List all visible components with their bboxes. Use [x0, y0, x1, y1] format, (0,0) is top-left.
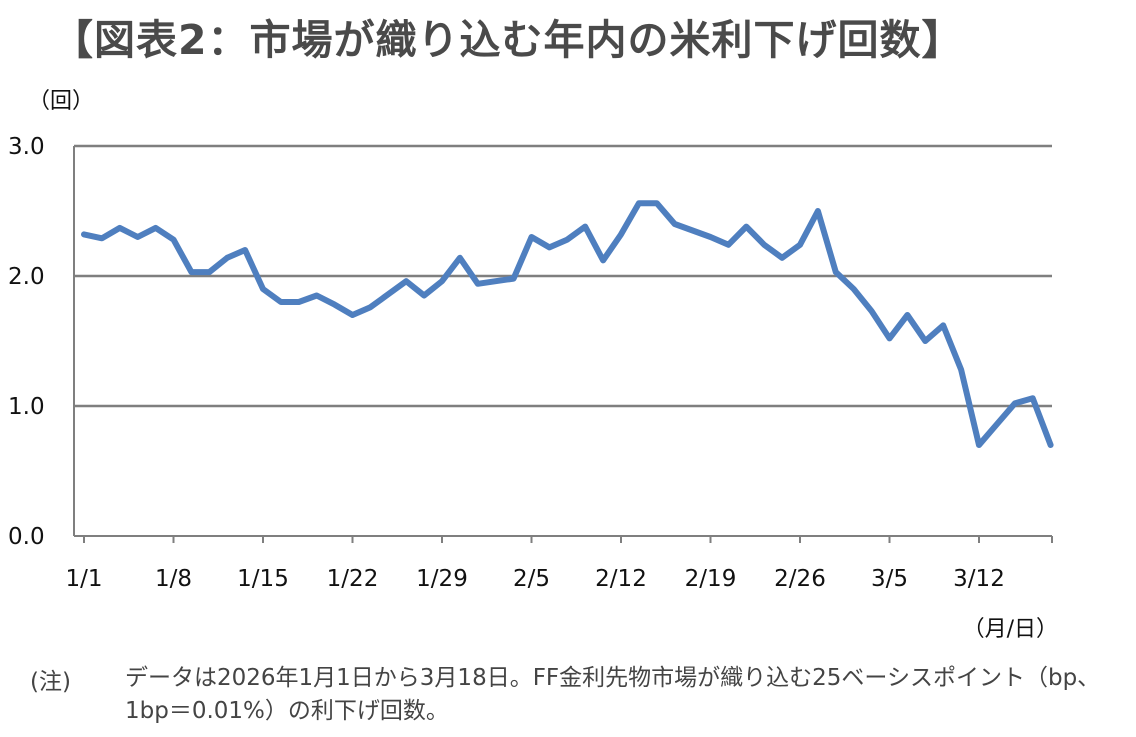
x-tick-label: 1/8 — [155, 566, 192, 592]
y-tick-label: 3.0 — [8, 134, 45, 160]
x-tick-label: 1/1 — [65, 566, 102, 592]
x-axis-label: （月/日） — [963, 617, 1058, 642]
x-tick-label: 3/5 — [871, 566, 908, 592]
y-tick-label: 2.0 — [8, 264, 45, 290]
y-axis-label: （回） — [28, 89, 94, 114]
x-tick-label: 2/26 — [774, 566, 826, 592]
y-tick-label: 0.0 — [8, 524, 45, 550]
axes — [73, 146, 1052, 537]
x-tick-label: 1/15 — [237, 566, 289, 592]
chart-title: 【図表2：市場が織り込む年内の米利下げ回数】 — [52, 16, 964, 64]
series-layer — [81, 200, 1054, 448]
note-text: データは2026年1月1日から3月18日。FF金利先物市場が織り込む25ベーシス… — [125, 665, 1101, 724]
x-axis-ticks: 1/1 1/8 1/15 1/22 1/29 2/5 2/12 2/19 2/26 3/5 3/12 — [65, 536, 1053, 592]
x-tick-label: 1/29 — [416, 566, 468, 592]
series-line — [81, 200, 1054, 448]
x-tick-label: 1/22 — [327, 566, 379, 592]
x-tick-label: 3/12 — [953, 566, 1005, 592]
y-tick-label: 1.0 — [8, 394, 45, 420]
y-axis-ticks: 0.0 1.0 2.0 3.0 — [8, 134, 45, 550]
x-tick-label: 2/12 — [595, 566, 647, 592]
note-label: (注) — [30, 669, 71, 695]
gridlines — [74, 144, 1052, 408]
line-chart: 0.0 1.0 2.0 3.0 1/1 1/8 1/15 1/22 1/29 2/5 2/12 2/… — [8, 89, 1058, 642]
x-tick-label: 2/5 — [513, 566, 550, 592]
x-tick-label: 2/19 — [685, 566, 737, 592]
